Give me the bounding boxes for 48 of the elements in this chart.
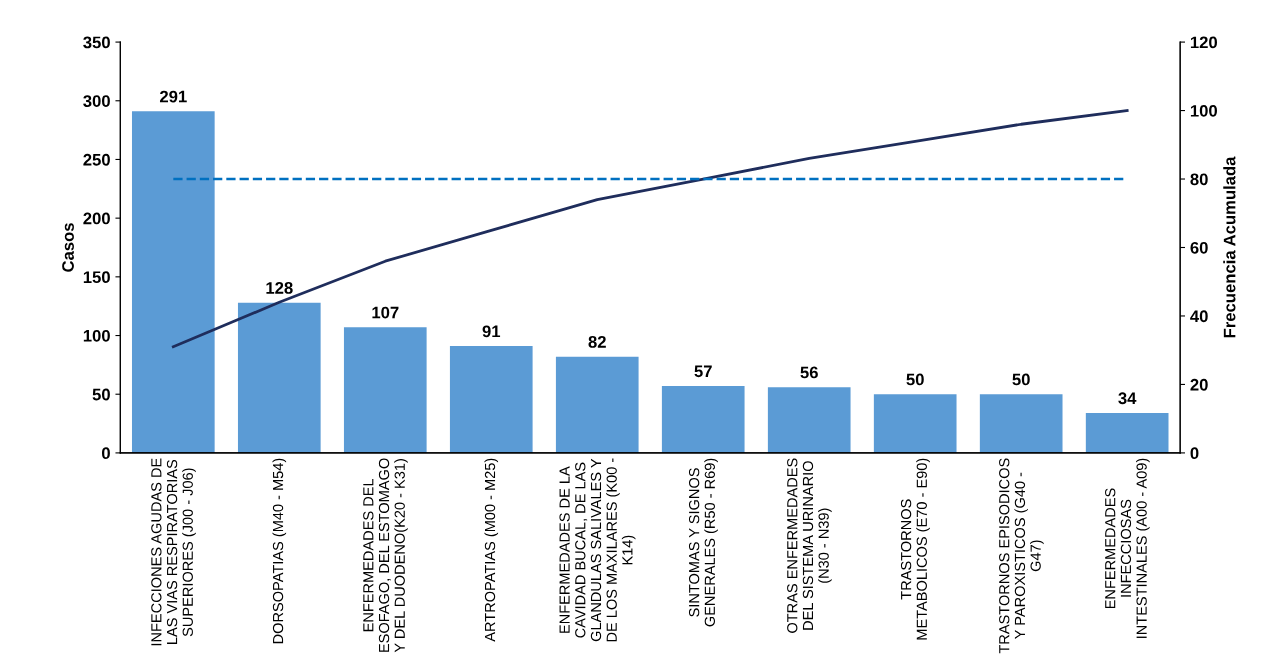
y-tick-label: 350 xyxy=(83,36,110,49)
data-label: 56 xyxy=(800,366,818,379)
data-label: 50 xyxy=(1012,373,1030,386)
y-tick-label: 250 xyxy=(83,153,110,166)
bar xyxy=(979,394,1063,453)
y2-tick-label: 40 xyxy=(1190,310,1208,323)
data-label: 91 xyxy=(482,325,501,338)
y2-tick-label: 120 xyxy=(1190,36,1218,49)
x-tick-label: DORSOPATIAS (M40 - M54) xyxy=(272,458,287,644)
y2-tick-label: 80 xyxy=(1190,173,1208,186)
y2-tick-label: 20 xyxy=(1190,378,1208,391)
bar xyxy=(873,394,957,453)
bar xyxy=(343,327,427,453)
y-tick-label: 200 xyxy=(83,212,110,225)
y2-axis-title: Frecuencia Acumulada xyxy=(1223,156,1236,338)
bar xyxy=(237,302,321,453)
y2-tick-label: 0 xyxy=(1190,447,1199,460)
y-tick-label: 0 xyxy=(101,447,110,460)
line-series xyxy=(171,109,1129,349)
x-tick-label: ENFERMEDADES INFECCIOSAS INTESTINALES (A00 - A09) xyxy=(1105,458,1150,638)
x-tick-label: ENFERMEDADES DEL ESOFAGO, DEL ESTOMAGO Y DEL DUODENO(K20 - K31) xyxy=(363,458,408,653)
x-tick-label: SINTOMAS Y SIGNOS GENERALES (R50 - R69) xyxy=(688,458,718,627)
y-tick-label: 50 xyxy=(92,388,110,401)
x-tick-label: ARTROPATIAS (M00 - M25) xyxy=(484,458,499,642)
bar xyxy=(555,356,639,453)
y-axis-title: Casos xyxy=(62,223,74,272)
x-tick-label: OTRAS ENFERMEDADES DEL SISTEMA URINARIO (N30 - N39) xyxy=(787,458,832,633)
y2-tick-label: 100 xyxy=(1190,104,1218,117)
y2-tick-label: 60 xyxy=(1190,241,1208,254)
bar xyxy=(1085,413,1169,453)
data-label: 34 xyxy=(1118,392,1137,405)
y-tick-label: 300 xyxy=(83,95,110,107)
data-label: 128 xyxy=(266,282,293,294)
x-tick-label: ENFERMEDADES DE LA CAVIDAD BUCAL, DE LAS GLANDULAS SALIVALES Y DE LOS MAXILARES (K00 - K14) xyxy=(559,458,636,642)
data-label: 82 xyxy=(588,336,606,348)
data-label: 107 xyxy=(372,306,399,319)
data-label: 291 xyxy=(159,90,187,103)
x-tick-label: TRASTORNOS EPISODICOS Y PAROXISTICOS (G40 - G47) xyxy=(999,458,1044,654)
bar xyxy=(661,386,745,453)
bar xyxy=(767,387,851,453)
y-tick-label: 150 xyxy=(83,271,110,284)
y-tick-label: 100 xyxy=(83,329,110,342)
bar xyxy=(449,346,533,453)
data-label: 57 xyxy=(694,365,712,378)
x-tick-label: INFECCIONES AGUDAS DE LAS VIAS RESPIRATORIAS SUPERIORES (J00 - J06) xyxy=(151,458,196,646)
x-tick-label: TRASTORNOS METABOLICOS (E70 - E90) xyxy=(900,458,930,640)
data-label: 50 xyxy=(906,373,924,386)
bar xyxy=(131,111,215,453)
